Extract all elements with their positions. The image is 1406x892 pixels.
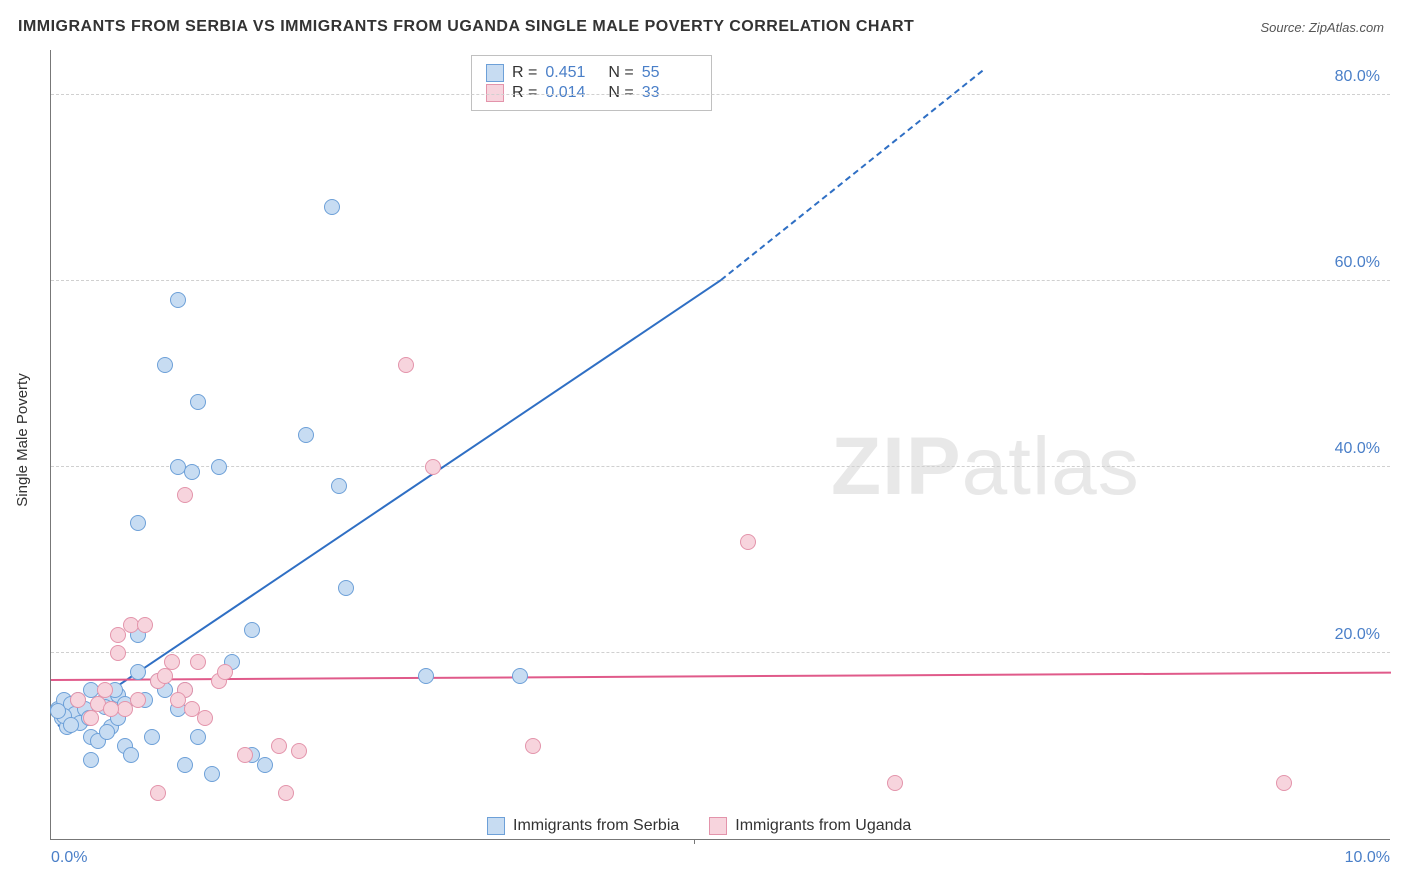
data-point [324,199,340,215]
data-point [83,752,99,768]
data-point [190,654,206,670]
data-point [190,394,206,410]
legend-item-uganda: Immigrants from Uganda [709,817,911,835]
data-point [298,427,314,443]
x-tick-label: 10.0% [1345,849,1390,867]
data-point [50,703,66,719]
gridline [51,466,1390,467]
stats-row-uganda: R = 0.014 N = 33 [486,84,697,102]
swatch-serbia [487,817,505,835]
swatch-serbia [486,64,504,82]
swatch-uganda [486,84,504,102]
data-point [99,724,115,740]
data-point [1276,775,1292,791]
y-axis-label: Single Male Poverty [14,373,31,506]
data-point [83,710,99,726]
data-point [170,292,186,308]
data-point [177,757,193,773]
data-point [130,515,146,531]
data-point [740,534,756,550]
data-point [418,668,434,684]
data-point [425,459,441,475]
data-point [217,664,233,680]
scatter-plot-area: ZIPatlas R = 0.451 N = 55 R = 0.014 N = … [50,50,1390,840]
data-point [291,743,307,759]
data-point [137,617,153,633]
source-attribution: Source: ZipAtlas.com [1260,20,1384,35]
x-tick-mark [694,839,695,844]
data-point [110,645,126,661]
data-point [244,622,260,638]
y-tick-label: 80.0% [1335,68,1380,86]
data-point [204,766,220,782]
data-point [150,785,166,801]
x-tick-label: 0.0% [51,849,87,867]
data-point [63,717,79,733]
chart-title: IMMIGRANTS FROM SERBIA VS IMMIGRANTS FRO… [18,18,914,36]
data-point [398,357,414,373]
trend-line [51,672,1391,681]
stats-row-serbia: R = 0.451 N = 55 [486,64,697,82]
data-point [103,701,119,717]
y-tick-label: 60.0% [1335,254,1380,272]
y-tick-label: 20.0% [1335,626,1380,644]
data-point [170,692,186,708]
data-point [271,738,287,754]
correlation-stats-box: R = 0.451 N = 55 R = 0.014 N = 33 [471,55,712,111]
data-point [157,668,173,684]
gridline [51,94,1390,95]
data-point [130,692,146,708]
data-point [257,757,273,773]
data-point [184,464,200,480]
data-point [70,692,86,708]
y-tick-label: 40.0% [1335,440,1380,458]
data-point [157,357,173,373]
data-point [164,654,180,670]
data-point [887,775,903,791]
data-point [278,785,294,801]
swatch-uganda [709,817,727,835]
data-point [130,664,146,680]
trend-line-dashed [720,70,983,281]
data-point [211,459,227,475]
data-point [525,738,541,754]
data-point [512,668,528,684]
data-point [338,580,354,596]
data-point [237,747,253,763]
bottom-legend: Immigrants from Serbia Immigrants from U… [481,817,917,835]
data-point [144,729,160,745]
data-point [177,487,193,503]
data-point [123,747,139,763]
data-point [190,729,206,745]
gridline [51,652,1390,653]
data-point [331,478,347,494]
legend-item-serbia: Immigrants from Serbia [487,817,679,835]
data-point [197,710,213,726]
trend-line [57,280,721,728]
